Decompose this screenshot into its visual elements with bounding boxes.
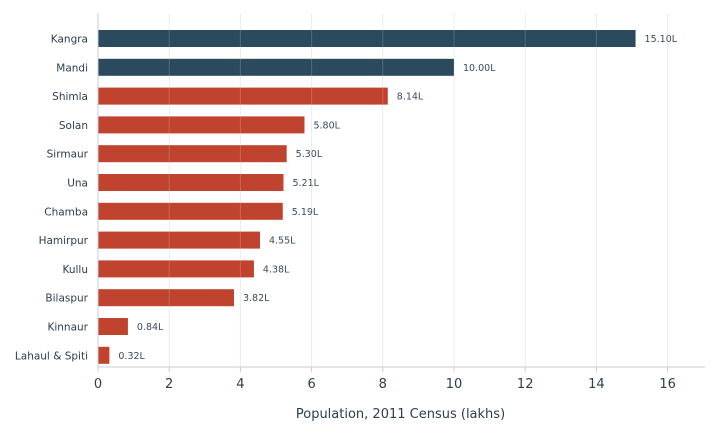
y-tick-label: Bilaspur	[45, 293, 88, 305]
data-label: 4.55L	[269, 236, 296, 247]
bars: 15.10L 10.00L 8.14L 5.80L 5.30L 5.21L 5.19L 4.5…	[98, 13, 678, 367]
data-label: 4.38L	[263, 264, 290, 275]
bar	[98, 58, 454, 76]
y-tick-label: Shimla	[52, 91, 88, 103]
x-tick-label: 14	[588, 377, 605, 392]
data-label: 15.10L	[645, 34, 678, 45]
data-label: 5.21L	[292, 178, 319, 189]
x-tick-label: 12	[517, 377, 534, 392]
y-tick-label: Sirmaur	[47, 149, 89, 161]
y-tick-label: Lahaul & Spiti	[15, 350, 88, 362]
data-label: 0.32L	[118, 351, 145, 362]
bar	[98, 260, 254, 278]
x-tick-label: 10	[446, 377, 463, 392]
bar	[98, 346, 110, 364]
x-tick-label: 0	[94, 377, 102, 392]
axes: Kangra Mandi Shimla Solan Sirmaur Una Chamba Ha…	[15, 13, 705, 392]
bar	[98, 116, 305, 134]
bar	[98, 202, 283, 220]
x-tick-label: 16	[659, 377, 676, 392]
data-label: 5.30L	[296, 149, 323, 160]
bar	[98, 145, 287, 163]
x-tick-label: 4	[236, 377, 244, 392]
y-tick-label: Chamba	[44, 206, 88, 218]
x-tick-label: 2	[165, 377, 173, 392]
bar	[98, 30, 636, 47]
data-label: 3.82L	[243, 293, 270, 304]
y-tick-label: Solan	[59, 120, 88, 132]
bar	[98, 87, 388, 105]
y-tick-label: Una	[67, 178, 88, 190]
bar	[98, 174, 284, 191]
bar	[98, 289, 234, 307]
y-tick-label: Mandi	[56, 62, 88, 74]
bar	[98, 318, 128, 335]
data-label: 8.14L	[397, 92, 424, 103]
data-label: 5.80L	[313, 120, 340, 131]
bar	[98, 231, 260, 249]
x-tick-label: 6	[307, 377, 315, 392]
y-tick-label: Kullu	[62, 264, 88, 276]
y-tick-label: Hamirpur	[39, 235, 89, 247]
x-tick-label: 8	[379, 377, 387, 392]
y-tick-label: Kinnaur	[47, 322, 88, 334]
y-tick-label: Kangra	[51, 34, 88, 46]
x-axis-title: Population, 2011 Census (lakhs)	[296, 407, 505, 422]
data-label: 0.84L	[137, 322, 164, 333]
data-label: 5.19L	[292, 207, 319, 218]
data-label: 10.00L	[463, 63, 496, 74]
